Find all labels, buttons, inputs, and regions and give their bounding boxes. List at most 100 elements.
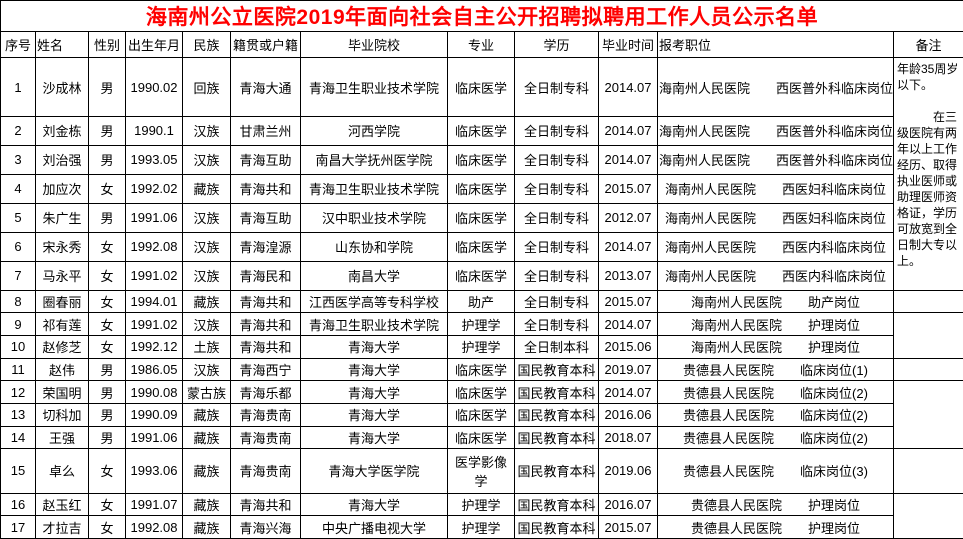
cell-degree: 全日制专科 — [514, 144, 599, 175]
cell-remark — [892, 448, 963, 494]
cell-origin: 青海共和 — [230, 289, 301, 314]
cell-ethnicity: 藏族 — [182, 492, 231, 517]
cell-school: 青海大学 — [300, 425, 448, 450]
column-header-ethnicity: 民族 — [182, 31, 231, 58]
cell-school: 山东协和学院 — [300, 231, 448, 262]
cell-gender: 男 — [88, 202, 126, 233]
cell-major: 临床医学 — [447, 357, 515, 382]
cell-birth: 1990.08 — [125, 380, 183, 404]
cell-degree: 全日制专科 — [514, 312, 599, 336]
table-row: 13 切科加男 1990.09 藏族 青海贵南 青海大学 临床医学 国民教育本科 2016.06… — [0, 402, 963, 427]
cell-position: 海南州人民医院 西医妇科临床岗位 — [657, 202, 894, 233]
cell-origin: 青海大通 — [230, 57, 301, 117]
cell-position: 贵德县人民医院 护理岗位 — [657, 492, 894, 517]
cell-origin: 青海民和 — [230, 260, 301, 291]
cell-gender: 男 — [88, 57, 126, 117]
cell-grad_time: 2014.07 — [598, 57, 658, 117]
cell-grad_time: 2019.06 — [598, 448, 658, 494]
cell-gender: 女 — [88, 334, 126, 359]
table-row: 7 马永平女 1991.02 汉族 青海民和 南昌大学 临床医学 全日制专科 2013.07 海南… — [0, 260, 963, 291]
cell-name: 马永平 — [35, 260, 89, 291]
column-header-gender: 性别 — [88, 31, 126, 58]
title-row: 海南州公立医院2019年面向社会自主公开招聘拟聘用工作人员公示名单 — [0, 0, 963, 32]
cell-degree: 全日制本科 — [514, 334, 599, 359]
cell-ethnicity: 汉族 — [182, 144, 231, 175]
table-row: 6 宋永秀女 1992.08 汉族 青海湟源 山东协和学院 临床医学 全日制专科 2014.07… — [0, 231, 963, 262]
table-row: 1 沙成林男 1990.02 回族 青海大通 青海卫生职业技术学院 临床医学 全日制专科 201… — [0, 57, 963, 291]
column-header-origin: 籍贯或户籍 — [230, 31, 301, 58]
cell-grad_time: 2014.07 — [598, 144, 658, 175]
cell-birth: 1993.06 — [125, 448, 183, 494]
cell-gender: 男 — [88, 357, 126, 382]
cell-school: 青海卫生职业技术学院 — [300, 57, 448, 117]
column-header-degree: 学历 — [514, 31, 599, 58]
cell-remark — [892, 492, 963, 539]
cell-grad_time: 2015.07 — [598, 289, 658, 314]
cell-ethnicity: 汉族 — [182, 312, 231, 336]
cell-gender: 男 — [88, 116, 126, 146]
cell-major: 临床医学 — [447, 260, 515, 291]
table-row: 10 赵修芝女 1992.12 土族 青海共和 青海大学 护理学 全日制本科 2015.06 海南… — [0, 334, 963, 359]
cell-name: 卓么 — [35, 448, 89, 494]
cell-grad_time: 2014.07 — [598, 116, 658, 146]
cell-gender: 女 — [88, 448, 126, 494]
cell-school: 南昌大学 — [300, 260, 448, 291]
cell-birth: 1991.02 — [125, 312, 183, 336]
cell-gender: 女 — [88, 173, 126, 204]
cell-origin: 青海贵南 — [230, 425, 301, 450]
cell-degree: 国民教育本科 — [514, 402, 599, 427]
cell-origin: 青海乐都 — [230, 380, 301, 404]
cell-name: 祁有莲 — [35, 312, 89, 336]
cell-school: 青海卫生职业技术学院 — [300, 173, 448, 204]
cell-degree: 全日制专科 — [514, 57, 599, 117]
table-row: 14 王强男 1991.06 藏族 青海贵南 青海大学 临床医学 国民教育本科 2018.07 贵… — [0, 425, 963, 450]
cell-major: 临床医学 — [447, 231, 515, 262]
cell-grad_time: 2014.07 — [598, 312, 658, 336]
cell-remark — [892, 289, 963, 314]
cell-gender: 女 — [88, 492, 126, 517]
column-header-index: 序号 — [0, 31, 36, 58]
cell-ethnicity: 藏族 — [182, 173, 231, 204]
cell-ethnicity: 土族 — [182, 334, 231, 359]
cell-name: 朱广生 — [35, 202, 89, 233]
cell-origin: 青海共和 — [230, 492, 301, 517]
cell-origin: 青海湟源 — [230, 231, 301, 262]
table-row: 3 刘治强男 1993.05 汉族 青海互助 南昌大学抚州医学院 临床医学 全日制专科 2014… — [0, 144, 963, 175]
cell-grad_time: 2016.07 — [598, 492, 658, 517]
cell-grad_time: 2018.07 — [598, 425, 658, 450]
cell-index: 17 — [0, 515, 36, 539]
cell-index: 6 — [0, 231, 36, 262]
cell-origin: 青海共和 — [230, 334, 301, 359]
cell-major: 临床医学 — [447, 425, 515, 450]
cell-name: 才拉吉 — [35, 515, 89, 539]
cell-birth: 1990.09 — [125, 402, 183, 427]
cell-origin: 青海共和 — [230, 312, 301, 336]
cell-birth: 1991.07 — [125, 492, 183, 517]
table-row: 16 赵玉红女 1991.07 藏族 青海共和 青海大学 护理学 国民教育本科 2016.07 贵… — [0, 492, 963, 539]
cell-school: 青海大学 — [300, 380, 448, 404]
cell-position: 贵德县人民医院 护理岗位 — [657, 515, 894, 539]
cell-degree: 全日制专科 — [514, 260, 599, 291]
table-row: 11 赵伟男 1986.05 汉族 青海西宁 青海大学 临床医学 国民教育本科 2019.07 贵… — [0, 357, 963, 382]
cell-index: 11 — [0, 357, 36, 382]
cell-remark: 年龄35周岁以下。 在三级医院有两年以上工作经历、取得执业医师或助理医师资格证，… — [892, 57, 963, 291]
table-row: 9 祁有莲女 1991.02 汉族 青海共和 青海卫生职业技术学院 护理学 全日制专科 2014… — [0, 312, 963, 359]
cell-school: 青海卫生职业技术学院 — [300, 312, 448, 336]
cell-index: 1 — [0, 57, 36, 117]
cell-index: 8 — [0, 289, 36, 314]
cell-index: 4 — [0, 173, 36, 204]
cell-major: 护理学 — [447, 492, 515, 517]
cell-remark — [892, 312, 963, 359]
cell-grad_time: 2015.07 — [598, 173, 658, 204]
cell-birth: 1991.06 — [125, 202, 183, 233]
cell-position: 贵德县人民医院 临床岗位(2) — [657, 425, 894, 450]
cell-position: 海南州人民医院 西医妇科临床岗位 — [657, 173, 894, 204]
cell-birth: 1992.08 — [125, 231, 183, 262]
cell-index: 13 — [0, 402, 36, 427]
table-row: 17 才拉吉女 1992.08 藏族 青海兴海 中央广播电视大学 护理学 国民教育本科 2015… — [0, 515, 963, 539]
cell-degree: 国民教育本科 — [514, 380, 599, 404]
cell-degree: 全日制专科 — [514, 173, 599, 204]
cell-major: 临床医学 — [447, 173, 515, 204]
cell-remark — [892, 357, 963, 382]
cell-birth: 1992.08 — [125, 515, 183, 539]
